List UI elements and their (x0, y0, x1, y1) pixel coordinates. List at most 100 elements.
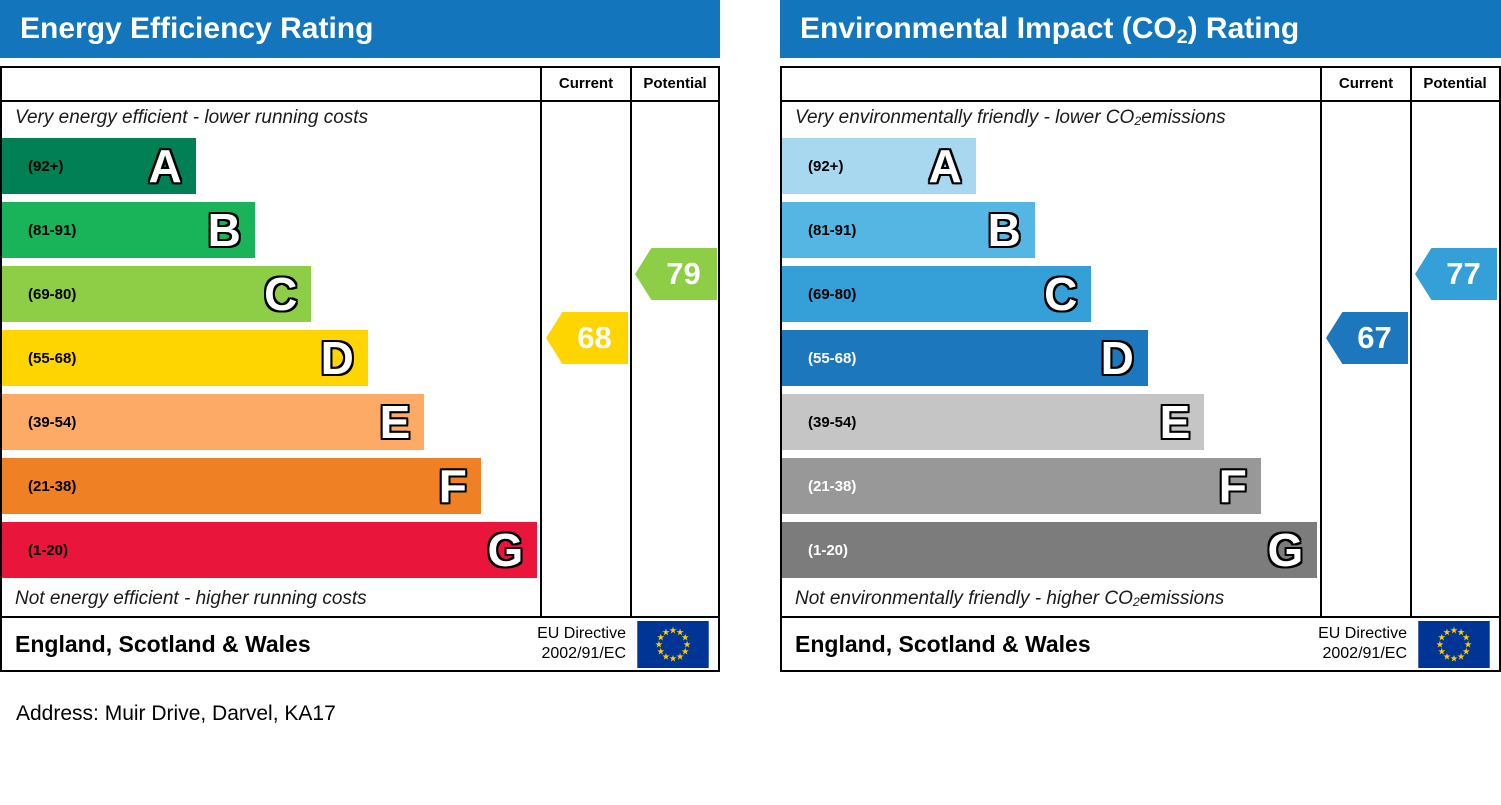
band-range-label: (21-38) (808, 477, 857, 495)
band-bar-c: (69-80) C (2, 266, 312, 322)
band-range-label: (81-91) (808, 221, 857, 239)
potential-rating-marker: 77 (1415, 248, 1497, 300)
current-column-header: Current (558, 75, 614, 92)
band-bar-a: (92+) A (782, 138, 976, 194)
column-header-row: Current Potential (2, 68, 718, 102)
band-row-g: (1-20) G (2, 518, 540, 582)
bottom-caption: Not environmentally friendly - higher CO… (795, 588, 1225, 610)
potential-rating-value: 79 (666, 256, 701, 291)
band-bar-a: (92+) A (2, 138, 196, 194)
chart-footer: England, Scotland & Wales EU Directive 2… (780, 618, 1501, 672)
band-bar-g: (1-20) G (782, 522, 1318, 578)
band-range-label: (39-54) (808, 413, 857, 431)
band-range-label: (92+) (28, 157, 64, 175)
band-bar-e: (39-54) E (2, 394, 425, 450)
band-row-f: (21-38) F (2, 454, 540, 518)
band-row-g: (1-20) G (782, 518, 1320, 582)
potential-column-header: Potential (1423, 75, 1487, 92)
band-letter: F (1218, 460, 1247, 512)
band-range-label: (69-80) (28, 285, 77, 303)
potential-column-header: Potential (643, 75, 707, 92)
property-address: Address: Muir Drive, Darvel, KA17 (16, 702, 336, 725)
band-letter: C (264, 268, 298, 320)
band-row-b: (81-91) B (2, 198, 540, 262)
current-rating-marker: 68 (546, 312, 628, 364)
eu-directive-label: EU Directive 2002/91/EC (537, 624, 626, 664)
energy-efficiency-rating-chart: Energy Efficiency Rating Current Potenti… (0, 0, 720, 672)
band-bar-f: (21-38) F (782, 458, 1261, 514)
band-row-d: (55-68) D (782, 326, 1320, 390)
band-letter: E (379, 396, 411, 448)
energy-rating-table: Current Potential Very energy efficient … (0, 66, 720, 618)
bottom-caption: Not energy efficient - higher running co… (15, 588, 367, 609)
band-letter: G (487, 524, 524, 576)
band-range-label: (55-68) (808, 349, 857, 367)
band-bar-c: (69-80) C (782, 266, 1092, 322)
chart-title: Environmental Impact (CO2) Rating (800, 12, 1300, 49)
band-row-c: (69-80) C (782, 262, 1320, 326)
potential-rating-marker: 79 (635, 248, 717, 300)
band-range-label: (92+) (808, 157, 844, 175)
band-range-label: (1-20) (28, 541, 69, 559)
band-range-label: (55-68) (28, 349, 77, 367)
band-letter: A (928, 140, 962, 192)
potential-rating-value: 77 (1446, 256, 1481, 291)
chart-footer: England, Scotland & Wales EU Directive 2… (0, 618, 720, 672)
band-letter: E (1159, 396, 1191, 448)
band-bar-b: (81-91) B (2, 202, 255, 258)
band-row-a: (92+) A (782, 134, 1320, 198)
column-divider (630, 68, 632, 616)
band-row-c: (69-80) C (2, 262, 540, 326)
region-label: England, Scotland & Wales (15, 630, 311, 657)
band-bar-f: (21-38) F (2, 458, 481, 514)
band-row-b: (81-91) B (782, 198, 1320, 262)
band-letter: D (1100, 332, 1134, 384)
band-row-e: (39-54) E (782, 390, 1320, 454)
band-letter: F (438, 460, 467, 512)
column-divider (1320, 68, 1322, 616)
top-caption: Very energy efficient - lower running co… (15, 107, 369, 128)
current-column-header: Current (1338, 75, 1394, 92)
environmental-impact-title-bar: Environmental Impact (CO2) Rating (780, 0, 1501, 58)
eu-directive-label: EU Directive 2002/91/EC (1318, 624, 1407, 664)
current-rating-value: 67 (1357, 320, 1392, 355)
band-range-label: (69-80) (808, 285, 857, 303)
eu-flag-icon (637, 620, 709, 668)
band-bar-e: (39-54) E (782, 394, 1205, 450)
band-row-e: (39-54) E (2, 390, 540, 454)
band-letter: B (207, 204, 241, 256)
region-label: England, Scotland & Wales (795, 630, 1091, 657)
band-bar-d: (55-68) D (2, 330, 368, 386)
energy-efficiency-title-bar: Energy Efficiency Rating (0, 0, 720, 58)
energy-rating-bands: (92+) A (81-91) B (69-80) C (55-68) D (39-54) E (2… (2, 134, 540, 582)
environmental-impact-rating-chart: Environmental Impact (CO2) Rating Curren… (780, 0, 1501, 672)
eu-directive-line1: EU Directive (537, 625, 626, 642)
band-bar-b: (81-91) B (782, 202, 1035, 258)
band-range-label: (81-91) (28, 221, 77, 239)
current-rating-value: 68 (577, 320, 612, 355)
band-letter: B (987, 204, 1021, 256)
band-letter: C (1044, 268, 1078, 320)
band-letter: A (148, 140, 182, 192)
band-row-d: (55-68) D (2, 326, 540, 390)
band-bar-g: (1-20) G (2, 522, 538, 578)
band-range-label: (39-54) (28, 413, 77, 431)
band-range-label: (1-20) (808, 541, 849, 559)
current-rating-marker: 67 (1326, 312, 1408, 364)
top-caption: Very environmentally friendly - lower CO… (795, 107, 1226, 129)
band-bar-d: (55-68) D (782, 330, 1148, 386)
column-divider (540, 68, 542, 616)
column-divider (1410, 68, 1412, 616)
band-range-label: (21-38) (28, 477, 77, 495)
eu-directive-line2: 2002/91/EC (541, 645, 626, 662)
environmental-rating-table: Current Potential Very environmentally f… (780, 66, 1501, 618)
column-header-row: Current Potential (782, 68, 1499, 102)
chart-title: Energy Efficiency Rating (20, 12, 374, 45)
band-letter: D (320, 332, 354, 384)
eu-directive-line2: 2002/91/EC (1322, 645, 1407, 662)
eu-directive-line1: EU Directive (1318, 625, 1407, 642)
environmental-rating-bands: (92+) A (81-91) B (69-80) C (55-68) D (39-54) E (2… (782, 134, 1320, 582)
band-letter: G (1267, 524, 1304, 576)
band-row-a: (92+) A (2, 134, 540, 198)
